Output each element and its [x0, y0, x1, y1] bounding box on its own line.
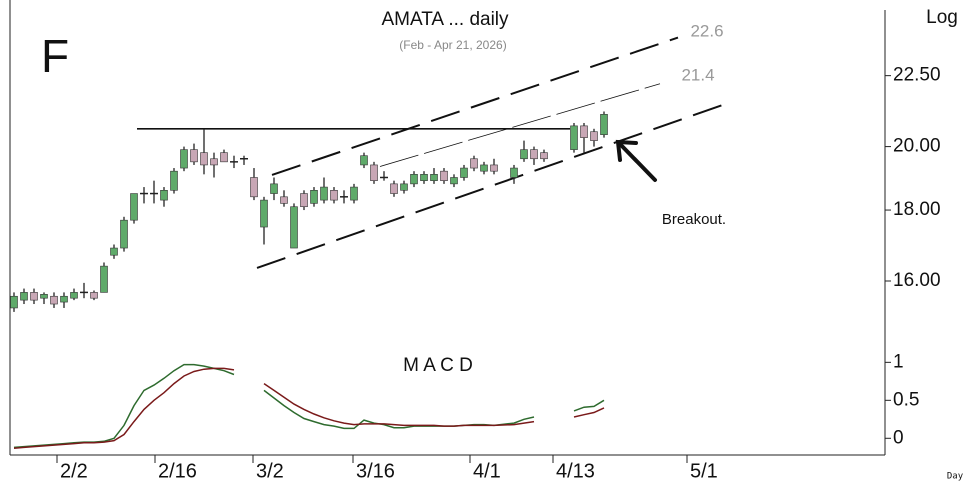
candle-body	[40, 294, 48, 299]
y-tick-label: 18.00	[893, 199, 941, 220]
candle-body	[300, 193, 308, 208]
y-tick-label: 22.50	[893, 65, 941, 86]
candle-body	[210, 158, 218, 166]
candle-body	[110, 247, 118, 256]
candle-body	[410, 174, 418, 185]
x-tick-label: 2/16	[158, 460, 197, 482]
candle-body	[220, 152, 228, 163]
candle-body	[450, 177, 458, 185]
candle-body	[390, 183, 398, 194]
trend-line	[379, 83, 661, 167]
x-axis-label: Day	[947, 472, 964, 482]
x-tick-label: 3/2	[256, 460, 284, 482]
candle-body	[170, 170, 178, 191]
x-tick-label: 2/2	[60, 460, 88, 482]
candle-body	[320, 186, 328, 201]
candle-body	[540, 152, 548, 160]
candle-body	[360, 155, 368, 166]
candle-body	[520, 149, 528, 160]
y-tick-label: 20.00	[893, 136, 941, 157]
candle-body	[580, 125, 588, 138]
candle-body	[280, 196, 288, 204]
candle-body	[600, 114, 608, 135]
candle-body	[50, 295, 58, 305]
candle-body	[310, 190, 318, 204]
macd-line	[13, 367, 605, 449]
candle-body	[420, 174, 428, 181]
candle-body	[100, 265, 108, 293]
candle-body	[130, 193, 138, 221]
chart-title: AMATA ... daily	[381, 9, 509, 30]
candle-body	[530, 149, 538, 160]
candle-body	[250, 177, 258, 198]
candle-body	[430, 174, 438, 181]
candle-body	[370, 164, 378, 181]
candle-body	[270, 183, 278, 194]
x-tick-label: 3/16	[356, 460, 395, 482]
trend-line	[271, 36, 679, 176]
annotation: Breakout.	[662, 211, 726, 228]
macd-title: M A C D	[403, 355, 473, 376]
candle-body	[60, 295, 68, 303]
candle-body	[190, 149, 198, 163]
y-tick-label: 0.5	[893, 389, 919, 410]
candle-body	[440, 170, 448, 181]
candle-body	[490, 164, 498, 172]
candle-body	[10, 295, 18, 309]
x-tick-label: 5/1	[690, 460, 718, 482]
y-tick-label: 16.00	[893, 270, 941, 291]
candle-body	[30, 292, 38, 301]
candle-body	[480, 164, 488, 172]
candle-body	[200, 152, 208, 166]
target-label: 22.6	[690, 21, 723, 40]
candle-body	[120, 219, 128, 249]
candle-body	[260, 199, 268, 228]
candle-body	[20, 292, 28, 301]
x-tick-label: 4/1	[473, 460, 501, 482]
candle-body	[350, 186, 358, 201]
x-tick-label: 4/13	[556, 460, 595, 482]
y-tick-label: 0	[893, 427, 904, 448]
y-tick-label: 1	[893, 351, 904, 372]
candle-body	[590, 131, 598, 141]
candle-body	[570, 125, 578, 150]
candle-body	[400, 183, 408, 191]
panel-label: F	[41, 30, 69, 82]
candle-body	[160, 190, 168, 201]
candle-body	[470, 158, 478, 169]
candle-body	[180, 149, 188, 169]
candle-body	[290, 206, 298, 249]
candle-body	[70, 292, 78, 299]
chart-subtitle: (Feb - Apr 21, 2026)	[399, 38, 506, 52]
target-label: 21.4	[681, 65, 714, 84]
candle-body	[330, 190, 338, 201]
candle-body	[510, 167, 518, 178]
candle-body	[460, 167, 468, 178]
y-axis-label: Log	[926, 7, 958, 28]
candle-body	[90, 292, 98, 299]
